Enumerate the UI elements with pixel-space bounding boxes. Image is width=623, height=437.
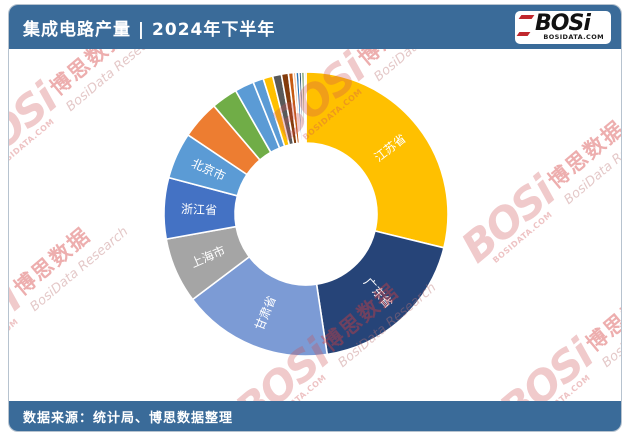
logo-brand-text: BOSi xyxy=(535,10,591,36)
bosi-logo: BOSi BOSIDATA.COM xyxy=(515,10,611,44)
footer-bar: 数据来源：统计局、博思数据整理 xyxy=(9,401,621,431)
pie-slice-甘肃省 xyxy=(191,255,329,357)
logo-slash-icon xyxy=(518,14,535,19)
header-bar: 集成电路产量 | 2024年下半年 BOSi BOSIDATA.COM xyxy=(9,5,621,49)
pie-slice xyxy=(303,71,307,144)
page-title: 集成电路产量 | 2024年下半年 xyxy=(23,19,276,40)
pie-slice-江苏省 xyxy=(305,71,449,249)
report-card: 集成电路产量 | 2024年下半年 BOSi BOSIDATA.COM BOSi… xyxy=(8,4,622,432)
data-source: 数据来源：统计局、博思数据整理 xyxy=(23,410,234,426)
logo-domain-text: BOSIDATA.COM xyxy=(543,32,604,41)
pie-slice-广东省 xyxy=(315,230,445,356)
slice-label: 浙江省 xyxy=(181,202,218,217)
logo-slash-icon xyxy=(516,31,531,36)
